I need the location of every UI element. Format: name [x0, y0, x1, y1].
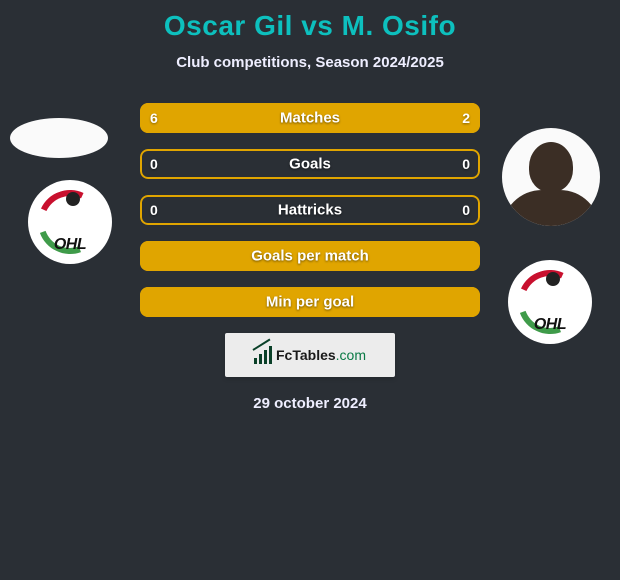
- stats-bars: 62Matches00Goals00HattricksGoals per mat…: [140, 103, 480, 317]
- team2-badge-text: OHL: [508, 316, 592, 334]
- player2-name: M. Osifo: [342, 10, 456, 41]
- stat-row: 00Hattricks: [140, 195, 480, 225]
- stat-left-value: 0: [150, 202, 158, 218]
- stat-right-value: 2: [462, 110, 470, 126]
- bar-left-fill: [140, 103, 395, 133]
- player1-avatar: [10, 118, 108, 158]
- stat-row: Min per goal: [140, 287, 480, 317]
- brand-text: FcTables.com: [276, 347, 366, 363]
- avatar-body: [502, 190, 600, 226]
- stat-row: 00Goals: [140, 149, 480, 179]
- brand-box: FcTables.com: [225, 333, 395, 377]
- page-title: Oscar Gil vs M. Osifo: [0, 0, 620, 42]
- stat-row: 62Matches: [140, 103, 480, 133]
- team2-badge: OHL: [508, 260, 592, 344]
- subtitle: Club competitions, Season 2024/2025: [0, 54, 620, 71]
- stat-right-value: 0: [462, 156, 470, 172]
- date-text: 29 october 2024: [0, 395, 620, 412]
- title-joiner: vs: [301, 10, 333, 41]
- chart-icon: [254, 346, 272, 364]
- team1-badge-text: OHL: [28, 236, 112, 254]
- bar-outline: [140, 195, 480, 225]
- team1-badge: OHL: [28, 180, 112, 264]
- bar-outline: [140, 149, 480, 179]
- brand-name: FcTables: [276, 347, 336, 363]
- player1-name: Oscar Gil: [164, 10, 293, 41]
- stat-right-value: 0: [462, 202, 470, 218]
- bar-left-fill: [140, 241, 480, 271]
- brand-tld: .com: [336, 347, 366, 363]
- avatar-head: [529, 142, 573, 192]
- player2-avatar: [502, 128, 600, 226]
- bar-left-fill: [140, 287, 480, 317]
- stat-row: Goals per match: [140, 241, 480, 271]
- stat-left-value: 6: [150, 110, 158, 126]
- stat-left-value: 0: [150, 156, 158, 172]
